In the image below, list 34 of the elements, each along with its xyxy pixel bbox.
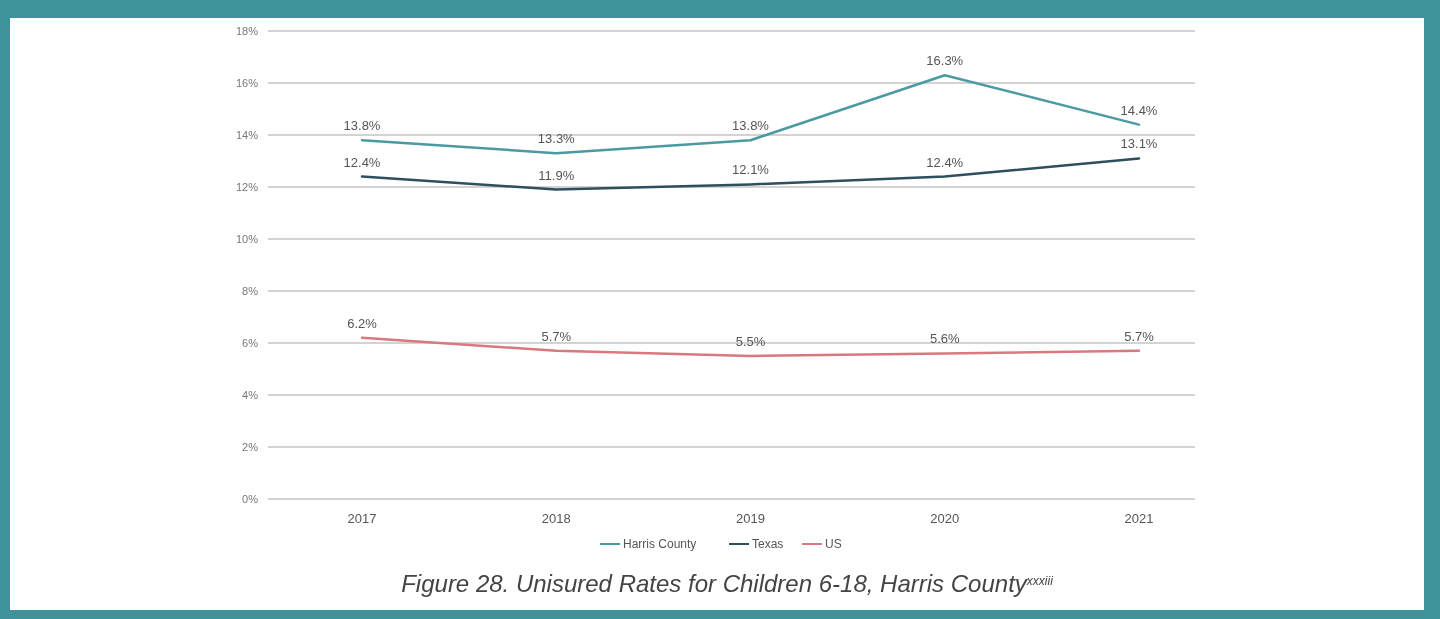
data-label: 13.1% bbox=[1120, 136, 1158, 152]
data-label: 5.5% bbox=[735, 334, 766, 349]
text: Figure 28. Unisured Rates for Children 6-18, Harris County$^{xxxiii}$ bbox=[401, 570, 1054, 597]
y-tick-label: 16% bbox=[235, 76, 259, 89]
data-label: 5.7% bbox=[541, 328, 572, 344]
y-tick-label: 8% bbox=[242, 284, 259, 297]
data-label: 12.1% bbox=[732, 162, 770, 178]
x-tick-label: 2021 bbox=[1124, 511, 1154, 526]
x-tick-label: 2018 bbox=[541, 511, 571, 526]
y-tick-label: 2% bbox=[242, 440, 259, 453]
data-label: 5.7% bbox=[1124, 328, 1155, 344]
x-tick-label: 2017 bbox=[347, 511, 377, 526]
x-tick-label: 2020 bbox=[930, 511, 960, 526]
data-label: 13.8% bbox=[732, 118, 770, 134]
data-label: 11.9% bbox=[538, 167, 575, 183]
y-tick-label: 14% bbox=[235, 128, 259, 141]
y-tick-label: 6% bbox=[242, 336, 259, 349]
legend-label: US bbox=[825, 537, 842, 552]
data-label: 14.4% bbox=[1120, 102, 1158, 118]
y-tick-label: 0% bbox=[242, 492, 259, 505]
data-label: 5.6% bbox=[929, 331, 960, 347]
data-label: 16.3% bbox=[926, 53, 964, 69]
legend-label: Harris County bbox=[623, 537, 697, 552]
legend-label: Texas bbox=[752, 537, 784, 552]
data-label: 12.4% bbox=[926, 154, 964, 170]
y-tick-label: 18% bbox=[235, 24, 259, 37]
y-tick-label: 4% bbox=[242, 388, 259, 401]
y-tick-label: 12% bbox=[235, 180, 259, 193]
data-label: 13.8% bbox=[343, 118, 381, 134]
x-tick-label: 2019 bbox=[736, 511, 765, 526]
data-label: 13.3% bbox=[537, 131, 576, 147]
data-label: 6.2% bbox=[347, 315, 378, 331]
data-label: 12.4% bbox=[343, 154, 381, 170]
y-tick-label: 10% bbox=[235, 232, 259, 245]
